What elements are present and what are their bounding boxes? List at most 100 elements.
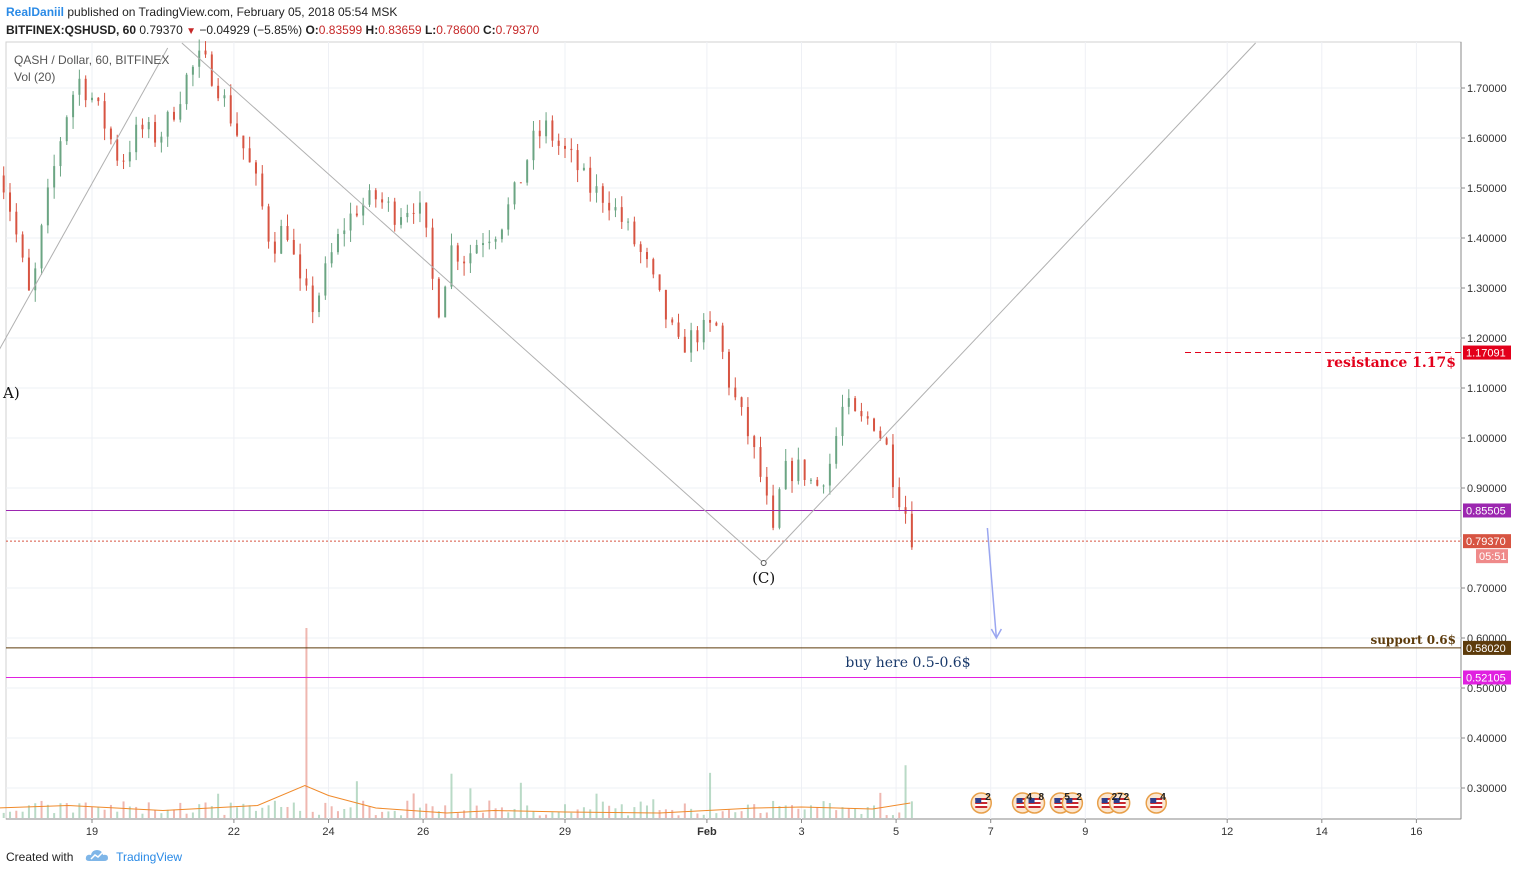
candle-body (456, 245, 459, 262)
candle-body (305, 278, 308, 286)
volume-bar (109, 804, 112, 818)
x-tick-label: 16 (1410, 826, 1422, 838)
event-count: 5 (1064, 792, 1070, 803)
volume-bar (191, 812, 194, 818)
volume-bar (620, 804, 623, 818)
x-tick-label: 29 (559, 826, 571, 838)
candle-body (589, 167, 592, 193)
volume-bar (557, 811, 560, 818)
y-tick-label: 1.20000 (1467, 333, 1507, 345)
candle-body (891, 444, 894, 488)
flag-stripe (1150, 806, 1163, 808)
volume-bar (507, 812, 510, 818)
candle-body (109, 128, 112, 140)
volume-bar (702, 814, 705, 818)
candle-body (2, 175, 5, 193)
candle-body (854, 398, 857, 411)
volume-bar (336, 811, 339, 818)
candle-body (387, 201, 390, 203)
volume-bar (879, 792, 882, 818)
candle-body (500, 229, 503, 240)
candle-body (141, 124, 144, 130)
candle-body (740, 397, 743, 408)
candle-body (349, 213, 352, 231)
event-icons[interactable]: 2 4 8 5 2 27 2 4 (970, 792, 1167, 814)
y-tick-label: 1.30000 (1467, 283, 1507, 295)
volume-bar (734, 812, 737, 818)
candle-body (318, 295, 321, 313)
candle-body (791, 460, 794, 482)
volume-bar (374, 815, 377, 818)
footer: Created with TradingView (6, 848, 182, 867)
candle-body (557, 140, 560, 146)
volume-bar (822, 801, 825, 818)
candle-body (866, 416, 869, 419)
candle-body (671, 319, 674, 323)
flag-stripe (975, 806, 988, 808)
event-count: 2 (1076, 792, 1082, 803)
flag-stripe (1028, 806, 1041, 808)
candle-body (608, 202, 611, 211)
flag-canton (975, 798, 982, 803)
tradingview-cloud-icon (85, 848, 109, 867)
volume-bar (362, 800, 365, 818)
volume-bar (500, 807, 503, 818)
candle-body (734, 387, 737, 398)
volume-bar (841, 807, 844, 818)
volume-bar (217, 793, 220, 818)
candle-body (721, 325, 724, 352)
annotations: resistance 1.17$ support 0.6$ buy here 0.5… (2, 355, 1456, 671)
event-count: 27 (1112, 792, 1124, 803)
volume-bar (254, 810, 257, 818)
volume-bar (803, 809, 806, 818)
volume-bar (513, 808, 516, 818)
candle-body (677, 322, 680, 337)
candle-body (406, 212, 409, 218)
price-label-box (1463, 640, 1511, 655)
candle-body (217, 85, 220, 99)
volume-bar (608, 805, 611, 818)
volume-bar (135, 806, 138, 818)
x-tick-label: 12 (1221, 826, 1233, 838)
volume-bar (210, 806, 213, 818)
volume-bar (835, 810, 838, 818)
published-text: published on TradingView.com, February 0… (67, 5, 398, 19)
legend: QASH / Dollar, 60, BITFINEX Vol (20) (14, 53, 169, 84)
candle-body (280, 225, 283, 254)
candle-body (645, 252, 648, 260)
countdown-box (1476, 549, 1508, 564)
candle-body (614, 207, 617, 211)
tradingview-link[interactable]: TradingView (116, 850, 183, 864)
candle-body (601, 186, 604, 203)
volume-bar (671, 809, 674, 818)
volume-bar (393, 810, 396, 818)
candle-body (185, 74, 188, 105)
volume-bar (292, 802, 295, 818)
candle-body (425, 202, 428, 228)
volume-bar (828, 803, 831, 818)
volume-bar (116, 811, 119, 818)
candle-body (72, 94, 75, 118)
volume-bar (727, 809, 730, 818)
volume-bar (437, 811, 440, 818)
volume-bar (658, 810, 661, 818)
volume-bar (873, 805, 876, 818)
candle-body (910, 513, 913, 548)
author-link[interactable]: RealDaniil (6, 5, 65, 19)
candle-body (84, 78, 87, 101)
volume-bar (576, 809, 579, 818)
candle-body (128, 152, 131, 162)
flag-stripe (1016, 806, 1029, 808)
volume-bar (753, 804, 756, 818)
y-tick-label: 0.50000 (1467, 683, 1507, 695)
candle-body (494, 239, 497, 242)
candle-body (690, 330, 693, 353)
close-value: 0.79370 (495, 23, 540, 37)
candle-body (179, 104, 182, 120)
candle-body (538, 130, 541, 137)
candle-body (21, 234, 24, 258)
candle-body (570, 148, 573, 151)
y-tick-label: 0.90000 (1467, 483, 1507, 495)
y-tick-label: 1.00000 (1467, 433, 1507, 445)
